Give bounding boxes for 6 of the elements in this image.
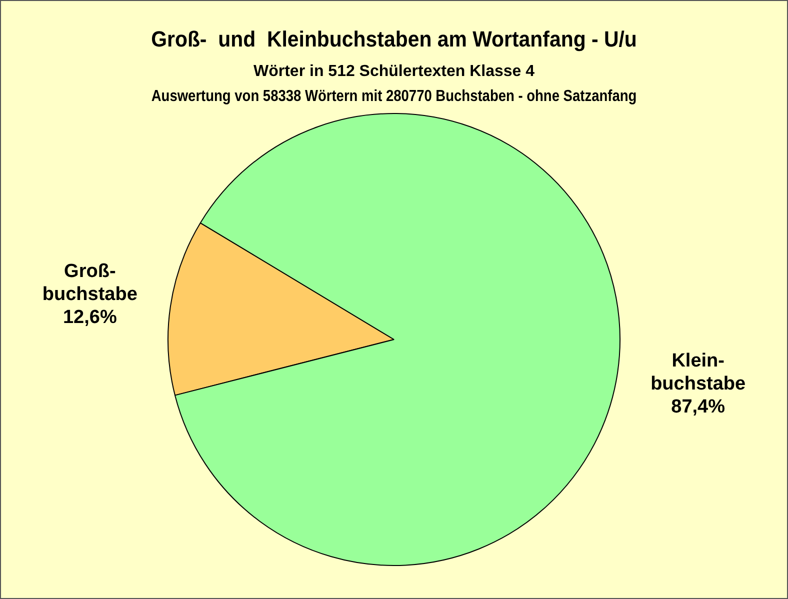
chart-subtitle: Wörter in 512 Schülertexten Klasse 4 Auswertung von 58338 Wörtern mit 280770 Buchstaben - ohne Satzanfang [151,63,637,106]
data-label: 12,6% [62,306,117,328]
data-label: 87,4% [671,396,726,418]
slice-label: Groß-buchstabe [42,260,138,305]
slice-label: Klein-buchstabe [650,350,746,395]
chart-title: Groß- und Kleinbuchstaben am Wortanfang - U/u [151,26,637,52]
